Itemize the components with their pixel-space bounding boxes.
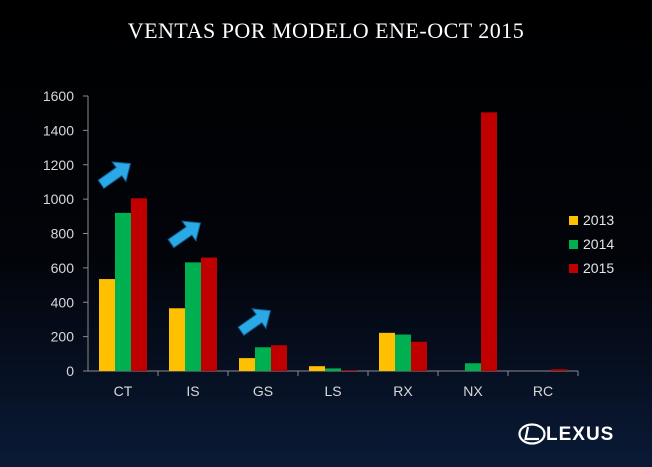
bar-2015-ct	[131, 198, 147, 371]
y-tick-label: 0	[66, 363, 74, 379]
x-category-label: GS	[253, 383, 273, 399]
x-category-label: NX	[463, 383, 483, 399]
y-tick-label: 800	[51, 226, 75, 242]
legend-label-2014: 2014	[583, 236, 614, 252]
bar-2014-gs	[255, 347, 271, 371]
x-category-label: RC	[533, 383, 553, 399]
x-category-label: IS	[186, 383, 199, 399]
bar-2014-ls	[325, 368, 341, 371]
y-tick-label: 200	[51, 329, 75, 345]
y-tick-label: 1000	[43, 191, 74, 207]
bar-2013-rx	[379, 332, 395, 371]
bar-2013-ct	[99, 279, 115, 371]
legend-label-2015: 2015	[583, 260, 614, 276]
bar-2014-is	[185, 262, 201, 371]
trend-arrows	[97, 161, 272, 337]
x-category-label: CT	[114, 383, 133, 399]
y-tick-label: 400	[51, 294, 75, 310]
bar-2015-is	[201, 257, 217, 371]
chart-axes: 0 200 400 600 800 1000 1200 1400 1600 CT IS GS LS RX N…	[43, 88, 579, 399]
chart-legend: 2013 2014 2015	[569, 212, 614, 276]
y-tick-label: 1400	[43, 122, 74, 138]
up-right-arrow-icon	[237, 308, 272, 337]
legend-swatch-2013	[569, 216, 578, 225]
legend-label-2013: 2013	[583, 212, 614, 228]
x-category-label: LS	[324, 383, 341, 399]
bar-2014-rx	[395, 334, 411, 371]
up-right-arrow-icon	[167, 220, 202, 249]
y-tick-label: 1200	[43, 157, 74, 173]
bar-2015-rx	[411, 341, 427, 371]
x-category-label: RX	[393, 383, 413, 399]
bar-2014-ct	[115, 212, 131, 371]
slide-title: VENTAS POR MODELO ENE-OCT 2015	[127, 18, 525, 43]
lexus-logo-icon	[518, 423, 546, 445]
legend-swatch-2014	[569, 240, 578, 249]
bar-2015-ls	[341, 370, 357, 371]
brand-wordmark: LEXUS	[546, 424, 615, 445]
bar-2015-rc	[551, 369, 567, 371]
legend-swatch-2015	[569, 264, 578, 273]
chart-bars	[99, 112, 567, 371]
arrow-shape	[237, 308, 272, 337]
arrow-shape	[97, 161, 132, 190]
bar-2013-ls	[309, 366, 325, 371]
bar-2013-gs	[239, 358, 255, 371]
bar-2014-nx	[465, 363, 481, 371]
bar-2015-gs	[271, 345, 287, 371]
bar-2013-is	[169, 308, 185, 371]
y-tick-label: 600	[51, 260, 75, 276]
y-tick-label: 1600	[43, 88, 74, 104]
bar-2015-nx	[481, 112, 497, 371]
arrow-shape	[167, 220, 202, 249]
up-right-arrow-icon	[97, 161, 132, 190]
